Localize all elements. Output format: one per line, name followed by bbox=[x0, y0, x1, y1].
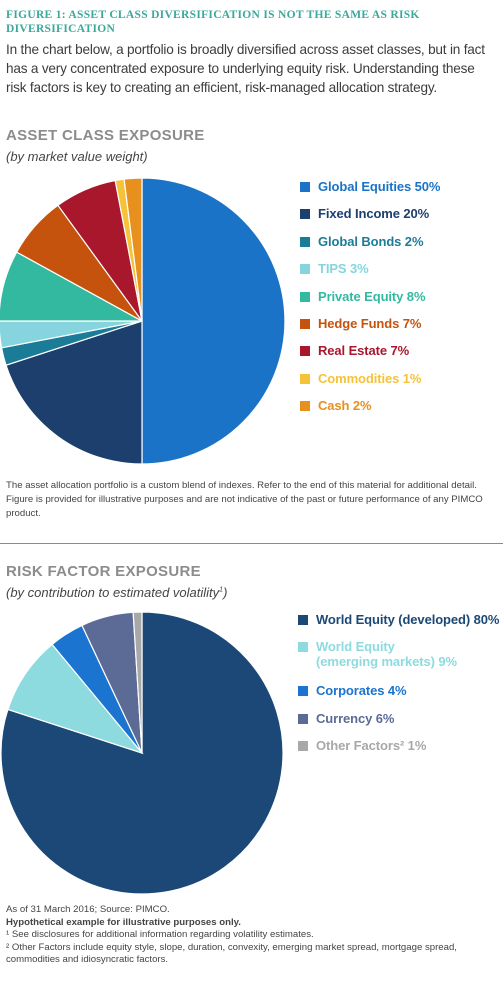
section-divider bbox=[0, 543, 503, 544]
asset-slice-8 bbox=[123, 177, 143, 322]
asset-slice-1 bbox=[5, 320, 143, 465]
risk-subtitle-end: ) bbox=[223, 585, 228, 600]
asset-legend-item: Global Bonds 2% bbox=[300, 234, 440, 261]
risk-legend-label: Currency 6% bbox=[316, 711, 394, 726]
risk-factor-legend: World Equity (developed) 80% World Equity… bbox=[298, 612, 499, 766]
risk-section-title: RISK FACTOR EXPOSURE bbox=[6, 563, 201, 580]
asset-legend-item: Global Equities 50% bbox=[300, 179, 440, 206]
asset-legend-swatch bbox=[300, 209, 310, 220]
risk-legend-item: Other Factors² 1% bbox=[298, 738, 499, 765]
risk-subtitle-text: (by contribution to estimated volatility bbox=[6, 585, 220, 600]
asset-legend-item: Real Estate 7% bbox=[300, 343, 440, 370]
hypothetical-note: Hypothetical example for illustrative pu… bbox=[6, 916, 241, 928]
asset-legend-label: Private Equity 8% bbox=[318, 288, 426, 304]
asset-legend-label: Real Estate 7% bbox=[318, 343, 410, 359]
risk-legend-label-line: Other Factors² 1% bbox=[316, 738, 427, 754]
asset-legend-label: Global Bonds 2% bbox=[318, 233, 424, 249]
risk-legend-item: World Equity (developed) 80% bbox=[298, 612, 499, 639]
risk-legend-swatch bbox=[298, 642, 308, 653]
risk-legend-label-line: (emerging markets) 9% bbox=[316, 654, 457, 670]
asset-section-subtitle: (by market value weight) bbox=[6, 149, 148, 164]
intro-text: In the chart below, a portfolio is broad… bbox=[6, 42, 485, 95]
source-note: As of 31 March 2016; Source: PIMCO. bbox=[6, 904, 170, 915]
risk-legend-label: Corporates 4% bbox=[316, 683, 407, 699]
risk-legend-swatch bbox=[298, 741, 308, 752]
risk-legend-item: World Equity (emerging markets) 9% bbox=[298, 639, 499, 683]
risk-legend-label: World Equity (emerging markets) 9% bbox=[316, 639, 457, 669]
risk-legend-label: Other Factors² 1% bbox=[316, 738, 426, 753]
footnote-1: ¹ See disclosures for additional informa… bbox=[6, 929, 314, 940]
asset-legend-item: TIPS 3% bbox=[300, 261, 440, 288]
asset-legend-item: Commodities 1% bbox=[300, 371, 440, 398]
risk-legend-label-line: World Equity bbox=[316, 639, 395, 655]
asset-slice-3 bbox=[0, 320, 143, 349]
risk-legend-label: World Equity (developed) 80% bbox=[316, 612, 499, 627]
asset-legend-item: Fixed Income 20% bbox=[300, 206, 440, 233]
asset-legend-swatch bbox=[300, 236, 310, 247]
asset-slice-0 bbox=[141, 177, 286, 465]
asset-class-pie-chart bbox=[0, 177, 286, 465]
risk-legend-label-line: World Equity (developed) 80% bbox=[316, 612, 500, 627]
risk-factor-pie-chart bbox=[0, 611, 284, 895]
footnote-2: ² Other Factors include equity style, sl… bbox=[6, 941, 457, 966]
asset-legend-swatch bbox=[300, 373, 310, 384]
asset-class-legend: Global Equities 50% Fixed Income 20% Globa… bbox=[300, 179, 440, 426]
asset-legend-item: Hedge Funds 7% bbox=[300, 316, 440, 343]
asset-legend-label: Global Equities 50% bbox=[318, 179, 441, 194]
asset-legend-swatch bbox=[300, 291, 310, 302]
asset-legend-label: Hedge Funds 7% bbox=[318, 315, 422, 331]
asset-legend-label: TIPS 3% bbox=[318, 261, 369, 277]
asset-legend-label: Fixed Income 20% bbox=[318, 206, 430, 222]
asset-legend-item: Private Equity 8% bbox=[300, 289, 440, 316]
risk-legend-swatch bbox=[298, 686, 308, 697]
asset-legend-swatch bbox=[300, 401, 310, 412]
asset-legend-swatch bbox=[300, 182, 310, 192]
risk-section-subtitle: (by contribution to estimated volatility… bbox=[6, 585, 227, 600]
risk-legend-label-line: Corporates 4% bbox=[316, 683, 407, 699]
risk-slice-1 bbox=[7, 643, 144, 755]
risk-legend-swatch bbox=[298, 713, 308, 724]
asset-legend-item: Cash 2% bbox=[300, 398, 440, 425]
risk-legend-item: Corporates 4% bbox=[298, 683, 499, 710]
asset-section-title: ASSET CLASS EXPOSURE bbox=[6, 127, 205, 144]
risk-notes: As of 31 March 2016; Source: PIMCO. Hypo… bbox=[6, 904, 498, 967]
asset-legend-label: Cash 2% bbox=[318, 398, 372, 414]
risk-legend-label-line: Currency 6% bbox=[316, 710, 395, 726]
figure-title: FIGURE 1: ASSET CLASS DIVERSIFICATION IS… bbox=[6, 9, 420, 35]
asset-legend-swatch bbox=[300, 318, 310, 329]
asset-legend-swatch bbox=[300, 264, 310, 275]
risk-legend-item: Currency 6% bbox=[298, 711, 499, 738]
risk-legend-swatch bbox=[298, 615, 308, 625]
asset-legend-label: Commodities 1% bbox=[318, 370, 422, 386]
asset-legend-swatch bbox=[300, 346, 310, 357]
risk-subtitle-sup: 1 bbox=[219, 586, 224, 594]
risk-slice-4 bbox=[132, 611, 143, 754]
asset-allocation-note: The asset allocation portfolio is a cust… bbox=[6, 480, 483, 519]
